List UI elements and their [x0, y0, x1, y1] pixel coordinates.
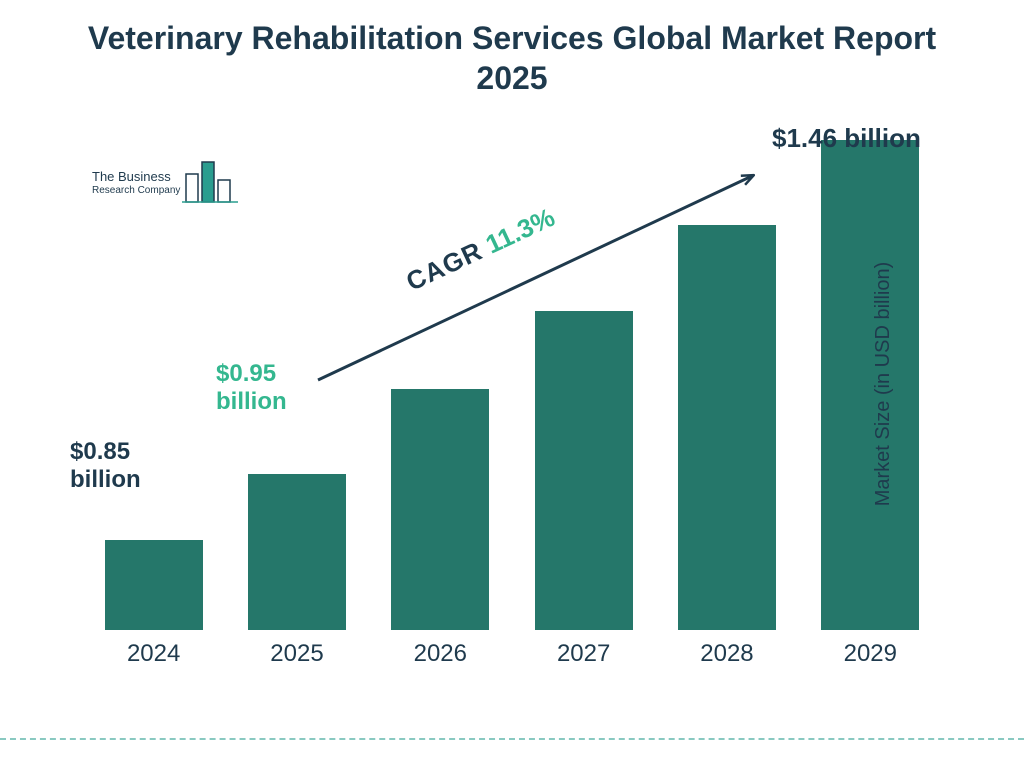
bar [248, 474, 346, 630]
x-axis-label: 2026 [414, 640, 467, 668]
bar-slot: 2027 [512, 130, 655, 630]
bar-slot: 2029 [799, 130, 942, 630]
x-axis-label: 2027 [557, 640, 610, 668]
bar-slot: 2026 [369, 130, 512, 630]
bar [535, 311, 633, 631]
x-axis-label: 2024 [127, 640, 180, 668]
x-axis-label: 2028 [700, 640, 753, 668]
chart-title: Veterinary Rehabilitation Services Globa… [0, 18, 1024, 98]
value-label: $0.85billion [70, 438, 141, 493]
bar [391, 389, 489, 630]
bar-chart: 202420252026202720282029 [82, 130, 942, 670]
bar-slot: 2024 [82, 130, 225, 630]
bar-slot: 2028 [655, 130, 798, 630]
value-label: $1.46 billion [772, 124, 921, 154]
x-axis-label: 2029 [844, 640, 897, 668]
y-axis-label: Market Size (in USD billion) [872, 262, 895, 507]
value-label: $0.95billion [216, 360, 287, 415]
bar [105, 540, 203, 630]
bars-container: 202420252026202720282029 [82, 130, 942, 630]
bar [821, 140, 919, 630]
footer-dashed-line [0, 738, 1024, 740]
x-axis-label: 2025 [270, 640, 323, 668]
bar [678, 225, 776, 630]
